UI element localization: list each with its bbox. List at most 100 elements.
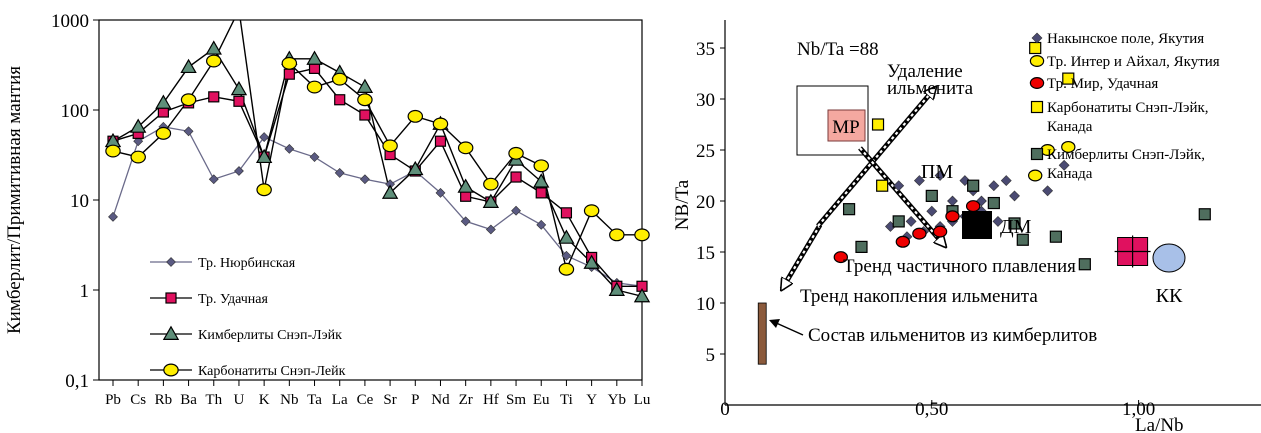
data-point (206, 54, 222, 68)
x-tick-label: 1,00 (1122, 399, 1155, 420)
scatter-point (987, 196, 1000, 210)
scatter-point (893, 180, 905, 192)
scatter-point (947, 195, 958, 207)
data-point (308, 62, 321, 74)
data-point (155, 94, 172, 109)
legend-label-line1: Карбонатиты Снэп-Лэйк, (1047, 100, 1209, 116)
legend-label-line2: Канада (1047, 166, 1093, 182)
y-tick-label: 1 (80, 281, 90, 302)
y-tick-label: 100 (61, 101, 90, 122)
dm-marker (962, 211, 992, 239)
mp-label: MP (832, 117, 859, 138)
x-tick-label: Rb (155, 392, 173, 408)
data-point (633, 287, 651, 303)
data-point (508, 146, 524, 160)
series-line (112, 67, 642, 287)
data-point (259, 132, 270, 143)
ilmenite-bar (757, 302, 767, 365)
data-point (155, 126, 172, 140)
x-tick-label: K (259, 392, 270, 408)
scatter-point (833, 251, 849, 264)
legend-label: Тр. Удачная (198, 292, 268, 307)
scatter-point (925, 189, 938, 202)
data-point (208, 91, 220, 103)
data-point (356, 78, 374, 93)
scatter-point (992, 215, 1004, 227)
legend-marker (162, 325, 180, 340)
data-point (583, 254, 600, 269)
pm-label: ПМ (921, 161, 953, 183)
data-point (306, 80, 323, 94)
scatter-point (1078, 258, 1091, 271)
annotation-ilmenite-accum: Тренд накопления ильменита (800, 286, 1038, 307)
x-tick-label: Yb (608, 392, 626, 408)
legend-marker (1030, 147, 1044, 161)
data-point (130, 118, 147, 133)
data-point (180, 58, 197, 74)
legend-marker (1031, 32, 1043, 44)
scatter-point (1029, 41, 1042, 55)
annotation-removal: Удаление (887, 61, 963, 82)
data-point (283, 68, 295, 80)
data-point (485, 224, 496, 235)
pointer-arrow-head (769, 319, 780, 328)
data-point (457, 178, 474, 193)
legend-label-line2: Канада (1047, 119, 1093, 135)
legend-label: Тр. Мир, Удачная (1047, 76, 1158, 92)
scatter-point (967, 179, 980, 192)
scatter-point (876, 179, 889, 192)
data-point (130, 150, 146, 164)
data-point (180, 93, 197, 107)
legend-label: Накынское поле, Якутия (1047, 31, 1204, 47)
x-tick-label: Ta (307, 392, 322, 408)
scatter-point (905, 215, 917, 227)
pointer-arrow-line (773, 321, 804, 336)
data-point (634, 228, 650, 242)
data-point (482, 193, 500, 208)
data-point (558, 229, 575, 244)
x-tick-label: Th (205, 392, 222, 408)
data-point (609, 228, 625, 242)
y-tick-label: 1000 (51, 11, 89, 32)
kk-label: КК (1156, 285, 1183, 307)
data-point (407, 160, 424, 176)
data-point (105, 144, 121, 158)
x-tick-label: Sr (383, 392, 396, 408)
scatter-point (1062, 72, 1075, 85)
scatter-point (945, 210, 960, 223)
series-line (112, 126, 642, 287)
data-point (281, 56, 298, 70)
data-point (533, 159, 549, 173)
x-tick-label: 0,50 (915, 399, 948, 420)
scatter-point (913, 175, 925, 187)
series-line (112, 20, 642, 272)
scatter-point (1049, 230, 1062, 243)
x-tick-label: Lu (634, 392, 651, 408)
scatter-point (912, 227, 927, 240)
y-tick-label: 25 (696, 141, 715, 162)
data-point (255, 148, 273, 164)
scatter-point (934, 170, 946, 181)
data-point (561, 250, 572, 261)
legend-marker (163, 363, 179, 377)
data-point (334, 167, 345, 178)
data-point (536, 219, 547, 230)
scatter-point (1009, 190, 1020, 202)
scatter-point (1061, 140, 1076, 153)
x-tick-label: Y (586, 392, 597, 408)
x-tick-label: Zr (459, 392, 473, 408)
y-axis-label: Кимберлит/Примитивная мантия (4, 66, 25, 334)
y-tick-label: 35 (696, 39, 715, 60)
y-tick-label: 5 (706, 345, 716, 366)
data-point (357, 93, 373, 107)
data-point (558, 262, 575, 276)
data-point (435, 187, 446, 198)
data-point (434, 135, 447, 147)
annotation-removal-2: ильменита (887, 78, 974, 99)
dm-label: ДМ (1000, 216, 1032, 238)
x-tick-label: Ce (357, 392, 374, 408)
data-point (331, 72, 348, 86)
x-tick-label: Eu (533, 392, 550, 408)
data-point (284, 143, 295, 154)
